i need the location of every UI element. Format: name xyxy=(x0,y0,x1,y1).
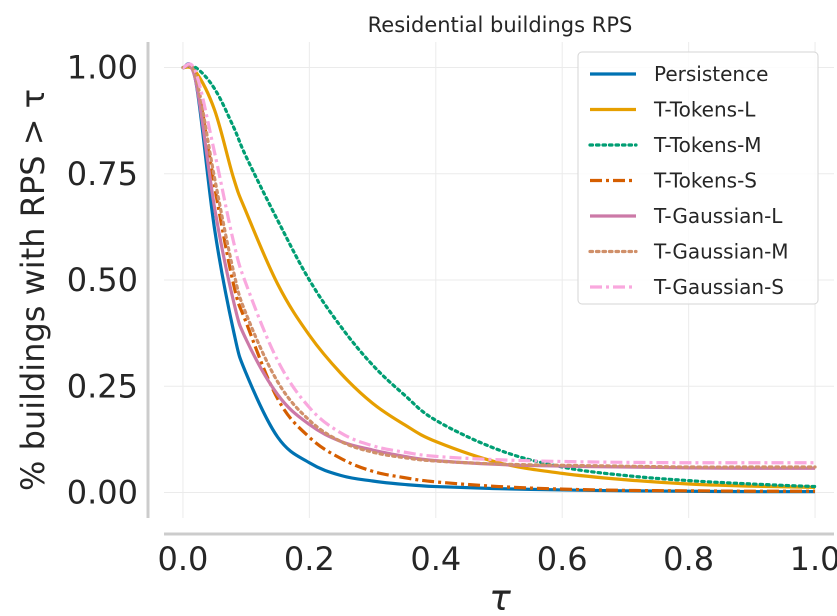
legend-entry-label: T-Tokens-M xyxy=(653,133,762,157)
series-line-t-gaussian-s xyxy=(182,62,816,465)
series-line-t-gaussian-m xyxy=(181,63,817,469)
x-tick-label: 0.0 xyxy=(158,540,209,578)
series-line-t-tokens-m xyxy=(181,64,817,489)
series-line-t-tokens-s xyxy=(181,62,816,493)
legend: Persistence T-Tokens-L T-Tokens-M T-Tokens-… xyxy=(577,51,819,305)
y-tick-label: 0.25 xyxy=(67,367,138,405)
series-line-t-tokens-l xyxy=(182,65,816,489)
y-tick-label: 1.00 xyxy=(67,49,138,87)
series-lines xyxy=(181,62,817,494)
x-tick-label: 0.6 xyxy=(537,540,588,578)
y-axis-label: % buildings with RPS > τ xyxy=(14,89,52,491)
tick-labels: 0.0 0.2 0.4 0.6 0.8 1.0 0.00 0.25 0.50 0.75 1.00 xyxy=(67,49,837,579)
y-tick-label: 0.50 xyxy=(67,261,138,299)
legend-entry-label: T-Gaussian-L xyxy=(653,204,783,228)
axes-spines xyxy=(146,42,834,536)
legend-entry-label: T-Gaussian-S xyxy=(653,275,784,299)
x-tick-label: 0.8 xyxy=(663,540,714,578)
y-tick-label: 0.00 xyxy=(67,474,138,512)
y-tick-label: 0.75 xyxy=(67,155,138,193)
legend-entry-label: T-Tokens-L xyxy=(653,98,756,122)
x-tick-label: 1.0 xyxy=(790,540,837,578)
x-tick-label: 0.4 xyxy=(410,540,461,578)
chart-title: Residential buildings RPS xyxy=(368,13,633,37)
legend-entry-label: Persistence xyxy=(654,62,768,86)
legend-frame xyxy=(577,51,819,305)
legend-entry-label: T-Gaussian-M xyxy=(653,240,789,264)
x-tick-label: 0.2 xyxy=(284,540,335,578)
legend-entry-label: T-Tokens-S xyxy=(653,169,757,193)
x-axis-label: τ xyxy=(489,578,511,616)
